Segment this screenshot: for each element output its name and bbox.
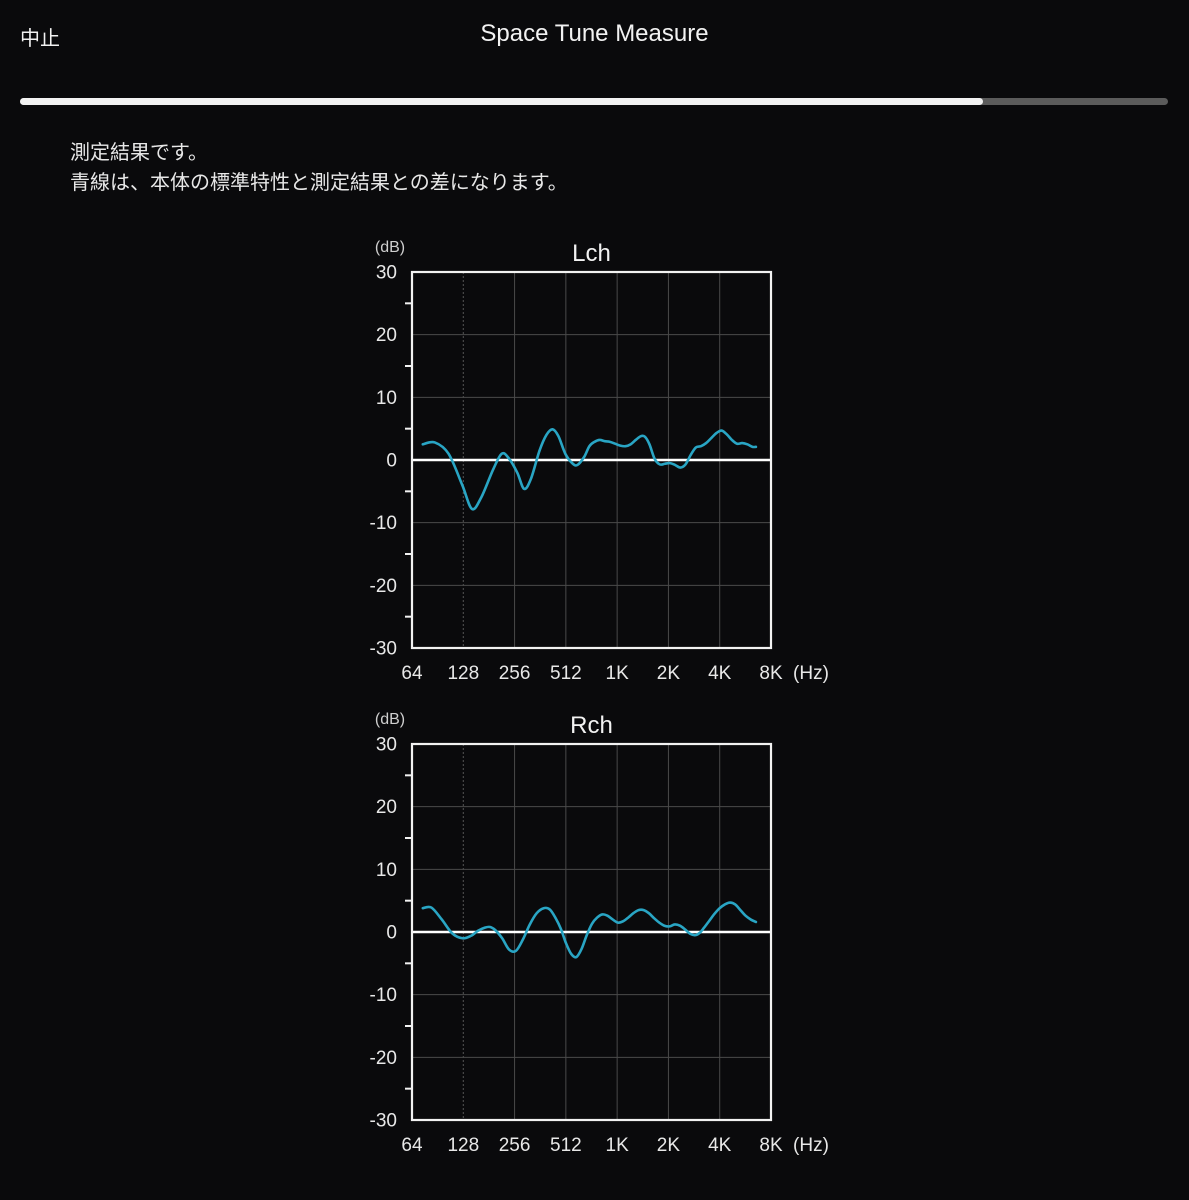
svg-text:8K: 8K bbox=[759, 1135, 783, 1156]
svg-text:128: 128 bbox=[447, 663, 479, 684]
svg-text:64: 64 bbox=[401, 663, 423, 684]
svg-text:256: 256 bbox=[499, 1135, 531, 1156]
svg-text:30: 30 bbox=[376, 263, 397, 284]
svg-text:(Hz): (Hz) bbox=[793, 663, 829, 684]
svg-text:Rch: Rch bbox=[570, 712, 613, 739]
svg-text:10: 10 bbox=[376, 388, 397, 409]
svg-text:512: 512 bbox=[550, 663, 582, 684]
svg-text:2K: 2K bbox=[657, 1135, 681, 1156]
svg-text:(dB): (dB) bbox=[375, 239, 405, 256]
svg-text:1K: 1K bbox=[606, 663, 630, 684]
svg-text:-30: -30 bbox=[370, 639, 397, 660]
svg-text:128: 128 bbox=[447, 1135, 479, 1156]
svg-text:20: 20 bbox=[376, 325, 397, 346]
svg-text:4K: 4K bbox=[708, 1135, 732, 1156]
svg-text:Lch: Lch bbox=[572, 240, 611, 267]
svg-text:-20: -20 bbox=[370, 576, 397, 597]
svg-text:-10: -10 bbox=[370, 985, 397, 1006]
svg-text:64: 64 bbox=[401, 1135, 423, 1156]
svg-text:4K: 4K bbox=[708, 663, 732, 684]
svg-text:0: 0 bbox=[386, 451, 397, 472]
svg-text:-30: -30 bbox=[370, 1111, 397, 1132]
svg-text:-20: -20 bbox=[370, 1048, 397, 1069]
svg-text:256: 256 bbox=[499, 663, 531, 684]
svg-text:2K: 2K bbox=[657, 663, 681, 684]
svg-text:1K: 1K bbox=[606, 1135, 630, 1156]
svg-text:20: 20 bbox=[376, 797, 397, 818]
svg-text:(dB): (dB) bbox=[375, 711, 405, 728]
svg-text:0: 0 bbox=[386, 923, 397, 944]
svg-text:(Hz): (Hz) bbox=[793, 1135, 829, 1156]
svg-text:-10: -10 bbox=[370, 513, 397, 534]
svg-text:8K: 8K bbox=[759, 663, 783, 684]
svg-text:30: 30 bbox=[376, 735, 397, 756]
svg-text:512: 512 bbox=[550, 1135, 582, 1156]
svg-text:10: 10 bbox=[376, 860, 397, 881]
